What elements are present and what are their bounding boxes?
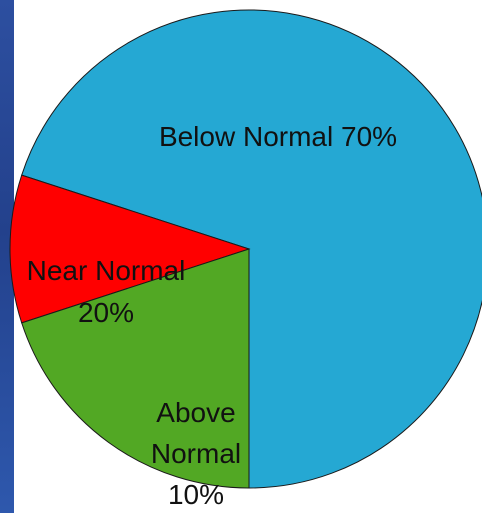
pie-slice-below-normal <box>21 9 482 489</box>
side-strip <box>0 0 14 513</box>
slice-label-above-normal-line2: Normal <box>151 438 241 469</box>
slice-label-above-normal-line1: Above <box>156 397 235 428</box>
slice-label-below-normal: Below Normal 70% <box>159 121 397 152</box>
slice-label-near-normal-name: Near Normal <box>27 255 186 286</box>
pie-slices <box>9 9 482 489</box>
slice-label-above-normal-value: 10% <box>168 479 224 510</box>
slice-label-near-normal-value: 20% <box>78 297 134 328</box>
pie-slice-near-normal <box>21 248 250 489</box>
pie-slice-above-normal <box>9 174 251 324</box>
